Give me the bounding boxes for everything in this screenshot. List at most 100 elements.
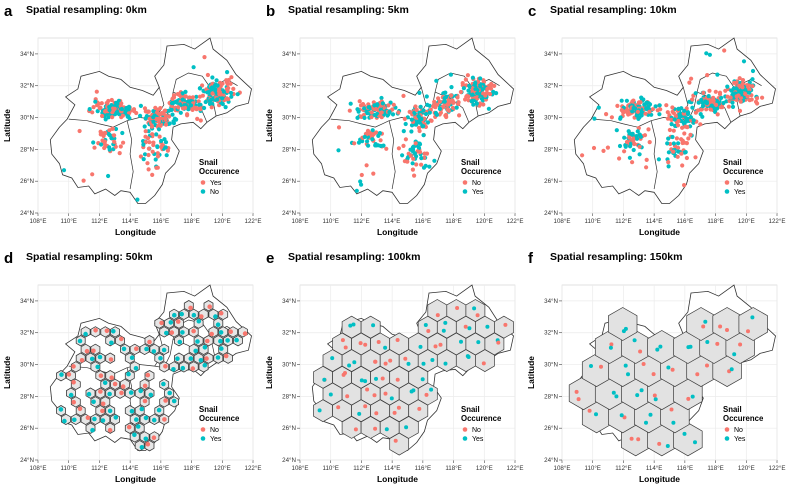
data-point	[225, 81, 230, 87]
data-point	[699, 97, 704, 102]
data-point	[155, 151, 160, 156]
data-point	[494, 91, 499, 96]
data-point	[690, 394, 695, 399]
data-point	[189, 106, 194, 111]
data-point	[156, 119, 161, 124]
y-tick-label: 34°N	[544, 51, 558, 58]
data-point	[406, 361, 411, 366]
data-point	[704, 51, 709, 56]
x-axis-label: Longitude	[377, 474, 418, 484]
data-point	[461, 86, 466, 91]
legend-title: Snail	[461, 405, 480, 414]
data-point	[425, 120, 430, 125]
data-point	[636, 437, 641, 442]
data-point	[424, 392, 429, 397]
data-point	[732, 352, 737, 357]
data-point	[647, 140, 652, 145]
data-point	[444, 112, 449, 117]
data-point	[210, 102, 215, 107]
data-point	[97, 354, 103, 360]
data-point	[390, 107, 395, 112]
data-point	[417, 90, 422, 95]
data-point	[362, 115, 367, 120]
data-point	[396, 146, 401, 151]
data-point	[409, 129, 414, 134]
data-point	[421, 108, 426, 113]
data-point	[723, 88, 728, 93]
data-point	[188, 305, 193, 311]
data-point	[365, 387, 370, 392]
data-point	[169, 101, 175, 106]
data-point	[118, 144, 123, 149]
data-point	[143, 129, 148, 134]
y-axis-label: Latitude	[264, 109, 274, 142]
data-point	[221, 93, 226, 98]
x-tick-label: 116°E	[415, 465, 431, 472]
data-point	[163, 398, 168, 403]
data-point	[369, 110, 374, 115]
x-tick-label: 122°E	[245, 218, 262, 225]
legend-title: Occurence	[723, 414, 764, 423]
y-tick-label: 32°N	[282, 83, 296, 90]
data-point	[488, 83, 493, 88]
data-point	[726, 104, 732, 109]
data-point	[463, 77, 468, 82]
data-point	[107, 427, 113, 433]
panel-c: c Spatial resampling: 10km 108°E 110°E 112°E…	[526, 3, 785, 237]
data-point	[478, 84, 483, 89]
data-point	[753, 99, 759, 104]
data-point	[676, 118, 681, 124]
data-point	[203, 99, 208, 105]
legend-title: Occurence	[461, 167, 502, 176]
data-point	[434, 78, 439, 83]
data-point	[155, 107, 160, 112]
data-point	[175, 319, 181, 324]
data-point	[151, 349, 157, 354]
data-point	[348, 323, 353, 328]
data-point	[476, 340, 481, 345]
data-point	[431, 104, 436, 109]
x-tick-label: 112°E	[353, 218, 369, 225]
data-point	[747, 80, 752, 85]
data-point	[421, 361, 426, 366]
y-tick-label: 26°N	[544, 178, 558, 185]
data-point	[432, 158, 437, 163]
data-point	[146, 167, 151, 172]
data-point	[91, 399, 96, 405]
data-point	[129, 355, 135, 361]
data-point	[415, 120, 420, 125]
data-point	[170, 96, 175, 101]
data-point	[176, 105, 181, 110]
data-point	[71, 364, 76, 369]
data-point	[419, 162, 424, 167]
data-point	[395, 377, 400, 382]
data-point	[369, 115, 374, 120]
data-point	[734, 94, 739, 99]
data-point	[670, 109, 675, 114]
data-point	[686, 136, 691, 141]
data-point	[103, 142, 108, 147]
x-tick-label: 120°E	[476, 218, 493, 225]
data-point	[143, 415, 149, 421]
data-point	[366, 105, 371, 110]
data-point	[626, 372, 630, 377]
data-point	[62, 418, 67, 424]
data-point	[417, 406, 422, 411]
data-point	[196, 99, 201, 104]
data-point	[409, 117, 414, 122]
data-point	[364, 163, 369, 168]
data-point	[158, 356, 163, 361]
data-point	[608, 345, 613, 350]
x-tick-label: 122°E	[769, 218, 786, 225]
data-point	[218, 338, 223, 344]
data-point	[145, 161, 150, 166]
y-tick-label: 24°N	[20, 457, 34, 464]
data-point	[648, 412, 653, 417]
data-point	[435, 102, 440, 107]
data-point	[680, 125, 685, 130]
data-point	[416, 145, 422, 151]
data-point	[128, 390, 134, 395]
data-point	[731, 86, 737, 91]
data-point	[71, 399, 76, 405]
data-point	[465, 73, 470, 78]
